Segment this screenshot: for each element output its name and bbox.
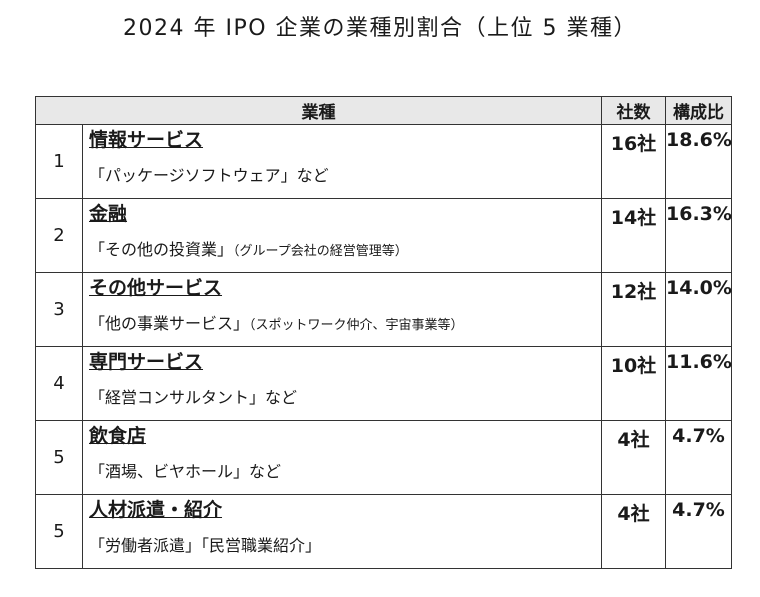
- industry-name: 人材派遣・紹介: [89, 499, 223, 521]
- share-cell: 14.0%: [665, 272, 732, 347]
- industry-example-main: 「その他の投資業」: [89, 240, 234, 259]
- header-count: 社数: [601, 96, 666, 125]
- industry-example: 「パッケージソフトウェア」など: [89, 165, 595, 189]
- table-header-row: 業種 社数 構成比: [35, 96, 732, 125]
- industry-example: 「他の事業サービス」（スポットワーク仲介、宇宙事業等）: [89, 313, 595, 337]
- industry-example-note: （グループ会社の経営管理等）: [233, 244, 408, 259]
- table-row: 4 専門サービス 「経営コンサルタント」など 10社 11.6%: [35, 346, 732, 421]
- industry-example-note: （スポットワーク仲介、宇宙事業等）: [249, 318, 464, 333]
- rank-cell: 5: [35, 420, 83, 495]
- industry-cell: 金融 「その他の投資業」（グループ会社の経営管理等）: [82, 198, 602, 273]
- table-row: 2 金融 「その他の投資業」（グループ会社の経営管理等） 14社 16.3%: [35, 198, 732, 273]
- table-row: 5 人材派遣・紹介 「労働者派遣」「民営職業紹介」 4社 4.7%: [35, 494, 732, 569]
- industry-cell: 人材派遣・紹介 「労働者派遣」「民営職業紹介」: [82, 494, 602, 569]
- industry-example-main: 「パッケージソフトウェア」など: [89, 166, 329, 185]
- industry-example-main: 「他の事業サービス」: [89, 314, 250, 333]
- industry-name: 情報サービス: [89, 129, 204, 151]
- industry-name: その他サービス: [89, 277, 223, 299]
- count-cell: 4社: [601, 420, 666, 495]
- rank-cell: 2: [35, 198, 83, 273]
- count-cell: 12社: [601, 272, 666, 347]
- share-cell: 11.6%: [665, 346, 732, 421]
- industry-cell: 専門サービス 「経営コンサルタント」など: [82, 346, 602, 421]
- industry-cell: 情報サービス 「パッケージソフトウェア」など: [82, 124, 602, 199]
- header-share: 構成比: [665, 96, 732, 125]
- industry-example-main: 「労働者派遣」「民営職業紹介」: [89, 536, 322, 555]
- count-cell: 10社: [601, 346, 666, 421]
- rank-cell: 1: [35, 124, 83, 199]
- rank-cell: 5: [35, 494, 83, 569]
- industry-name: 金融: [89, 203, 128, 225]
- table-row: 3 その他サービス 「他の事業サービス」（スポットワーク仲介、宇宙事業等） 12…: [35, 272, 732, 347]
- industry-example: 「労働者派遣」「民営職業紹介」: [89, 535, 595, 559]
- header-industry: 業種: [35, 96, 602, 125]
- table-row: 1 情報サービス 「パッケージソフトウェア」など 16社 18.6%: [35, 124, 732, 199]
- table-row: 5 飲食店 「酒場、ビヤホール」など 4社 4.7%: [35, 420, 732, 495]
- count-cell: 16社: [601, 124, 666, 199]
- page-title: 2024 年 IPO 企業の業種別割合（上位 5 業種）: [122, 16, 638, 41]
- count-cell: 14社: [601, 198, 666, 273]
- industry-example-main: 「酒場、ビヤホール」など: [89, 462, 282, 481]
- industry-name: 専門サービス: [89, 351, 204, 373]
- industry-cell: 飲食店 「酒場、ビヤホール」など: [82, 420, 602, 495]
- share-cell: 18.6%: [665, 124, 732, 199]
- share-cell: 4.7%: [665, 494, 732, 569]
- count-cell: 4社: [601, 494, 666, 569]
- industry-example-main: 「経営コンサルタント」など: [89, 388, 298, 407]
- industry-table: 業種 社数 構成比 1 情報サービス 「パッケージソフトウェア」など 16社 1…: [35, 96, 732, 569]
- share-cell: 4.7%: [665, 420, 732, 495]
- industry-example: 「経営コンサルタント」など: [89, 387, 595, 411]
- rank-cell: 3: [35, 272, 83, 347]
- share-cell: 16.3%: [665, 198, 732, 273]
- industry-example: 「その他の投資業」（グループ会社の経営管理等）: [89, 239, 595, 263]
- industry-cell: その他サービス 「他の事業サービス」（スポットワーク仲介、宇宙事業等）: [82, 272, 602, 347]
- rank-cell: 4: [35, 346, 83, 421]
- industry-example: 「酒場、ビヤホール」など: [89, 461, 595, 485]
- industry-name: 飲食店: [89, 425, 147, 447]
